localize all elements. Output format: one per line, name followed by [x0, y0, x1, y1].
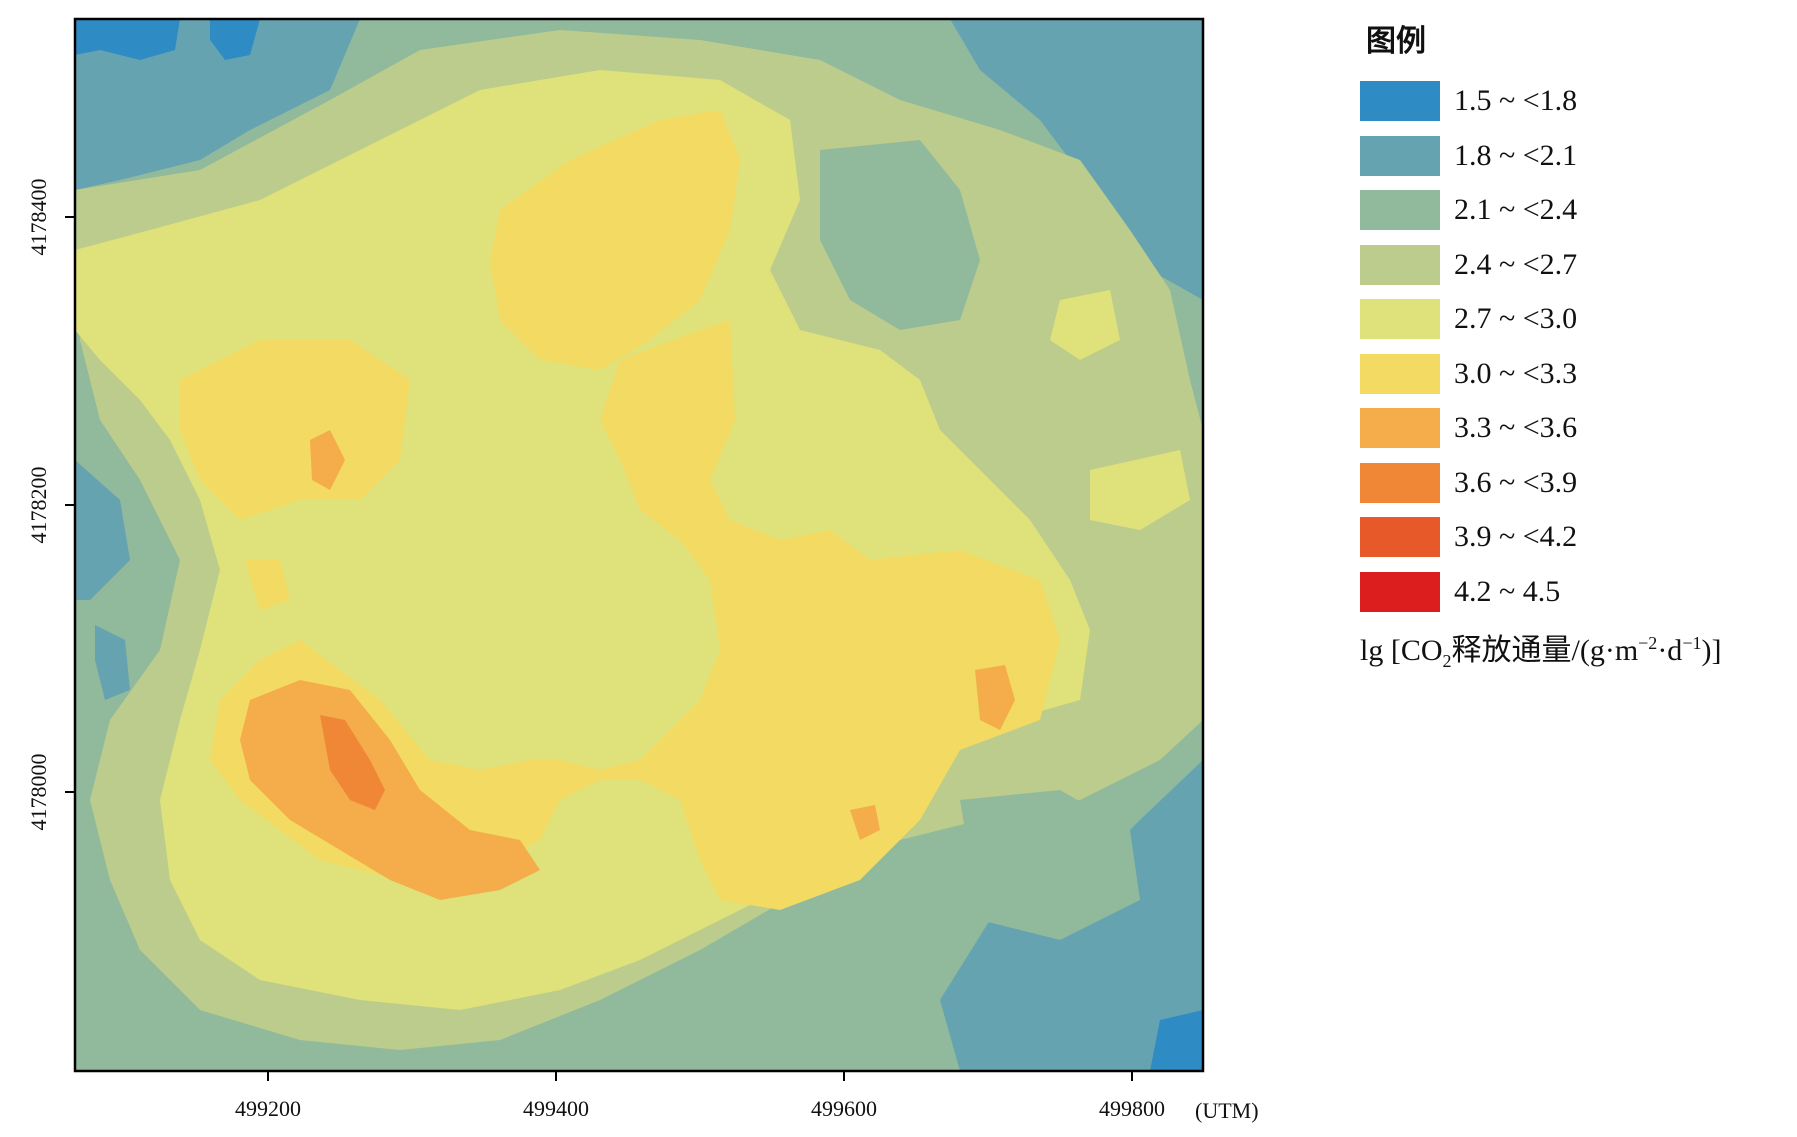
zone-3.3-3.6-sw: [240, 680, 540, 900]
x-axis-unit: (UTM): [1195, 1098, 1259, 1123]
zone-1.5-1.8-nw: [75, 19, 180, 60]
y-tick-label: 4178200: [26, 467, 51, 544]
legend-label: 1.8 ~ <2.1: [1454, 138, 1578, 172]
zone-3.6-3.9-sw: [320, 715, 385, 810]
x-tick-label: 499600: [811, 1096, 877, 1121]
unit-sup2: −1: [1682, 633, 1702, 653]
unit-mid: 释放通量/(g·m: [1451, 634, 1639, 667]
x-tick-label: 499400: [523, 1096, 589, 1121]
zone-2.1-2.4-ne-inner: [820, 140, 980, 330]
x-axis: 499200 499400 499600 499800 (UTM): [235, 1071, 1259, 1123]
zone-3.0-3.3-north: [490, 110, 740, 370]
zone-3.0-3.3-east: [210, 320, 1060, 910]
legend-swatch: [1360, 571, 1440, 612]
legend-item: 2.7 ~ <3.0: [1360, 292, 1790, 347]
legend-swatch: [1360, 462, 1440, 503]
zone-2.1-2.4-se-inner: [960, 790, 1140, 940]
legend-swatch: [1360, 299, 1440, 340]
legend-title: 图例: [1366, 24, 1426, 59]
y-tick-label: 4178400: [26, 179, 51, 256]
zone-1.5-1.8-nw2: [210, 19, 260, 60]
legend-item: 1.5 ~ <1.8: [1360, 74, 1790, 129]
unit-prefix: lg [CO: [1360, 634, 1443, 667]
legend-swatch: [1360, 135, 1440, 176]
legend-label: 3.6 ~ <3.9: [1454, 465, 1578, 499]
legend-label: 2.1 ~ <2.4: [1454, 193, 1578, 227]
legend-label: 2.7 ~ <3.0: [1454, 302, 1578, 336]
y-tick-label: 4178000: [26, 754, 51, 831]
legend-label: 2.4 ~ <2.7: [1454, 247, 1578, 281]
legend-item: 3.3 ~ <3.6: [1360, 401, 1790, 456]
legend-item: 1.8 ~ <2.1: [1360, 129, 1790, 184]
zone-1.5-1.8-se: [1150, 1010, 1203, 1071]
unit-sup1: −2: [1638, 633, 1658, 653]
x-tick-label: 499200: [235, 1096, 301, 1121]
legend-label: 3.9 ~ <4.2: [1454, 520, 1578, 554]
legend-label: 4.2 ~ 4.5: [1454, 574, 1561, 608]
legend-swatch: [1360, 408, 1440, 449]
zone-1.8-2.1-nw: [75, 19, 360, 190]
zone-3.0-3.3-west2: [245, 560, 290, 610]
zone-3.3-3.6-w: [310, 430, 345, 490]
unit-mid2: ·d: [1657, 634, 1683, 667]
legend-item: 3.0 ~ <3.3: [1360, 347, 1790, 402]
legend-swatch: [1360, 517, 1440, 558]
zone-1.8-2.1-w2: [95, 625, 130, 700]
legend-items: 1.5 ~ <1.8 1.8 ~ <2.1 2.1 ~ <2.4 2.4 ~ <2.7…: [1360, 74, 1790, 619]
legend-item: 3.9 ~ <4.2: [1360, 510, 1790, 565]
legend-swatch: [1360, 81, 1440, 122]
legend-swatch: [1360, 190, 1440, 231]
legend-swatch: [1360, 244, 1440, 285]
zone-3.0-3.3-west: [180, 340, 410, 520]
zone-1.8-2.1-w: [75, 460, 130, 600]
legend-swatch: [1360, 353, 1440, 394]
map-raster: [75, 19, 1203, 1071]
legend-item: 2.1 ~ <2.4: [1360, 183, 1790, 238]
legend-label: 1.5 ~ <1.8: [1454, 84, 1578, 118]
unit-suffix: )]: [1701, 634, 1722, 667]
zone-2.7-3.0-ne: [1050, 290, 1120, 360]
legend-item: 4.2 ~ 4.5: [1360, 565, 1790, 620]
unit-sub: 2: [1442, 651, 1452, 671]
legend-unit: lg [CO2释放通量/(g·m−2·d−1)]: [1360, 625, 1790, 672]
zone-3.3-3.6-e2: [850, 805, 880, 840]
map-frame: [73, 17, 1205, 1073]
y-axis: 4178400 4178200 4178000: [26, 179, 75, 831]
x-tick-label: 499800: [1099, 1096, 1165, 1121]
zone-3.3-3.6-e: [975, 665, 1015, 730]
legend-label: 3.0 ~ <3.3: [1454, 356, 1578, 390]
legend-item: 3.6 ~ <3.9: [1360, 456, 1790, 511]
zone-2.7-3.0-e: [1090, 450, 1190, 530]
legend: 图例 1.5 ~ <1.8 1.8 ~ <2.1 2.1 ~ <2.4 2.4 ~ <…: [1360, 20, 1790, 672]
legend-label: 3.3 ~ <3.6: [1454, 411, 1578, 445]
legend-item: 2.4 ~ <2.7: [1360, 238, 1790, 293]
